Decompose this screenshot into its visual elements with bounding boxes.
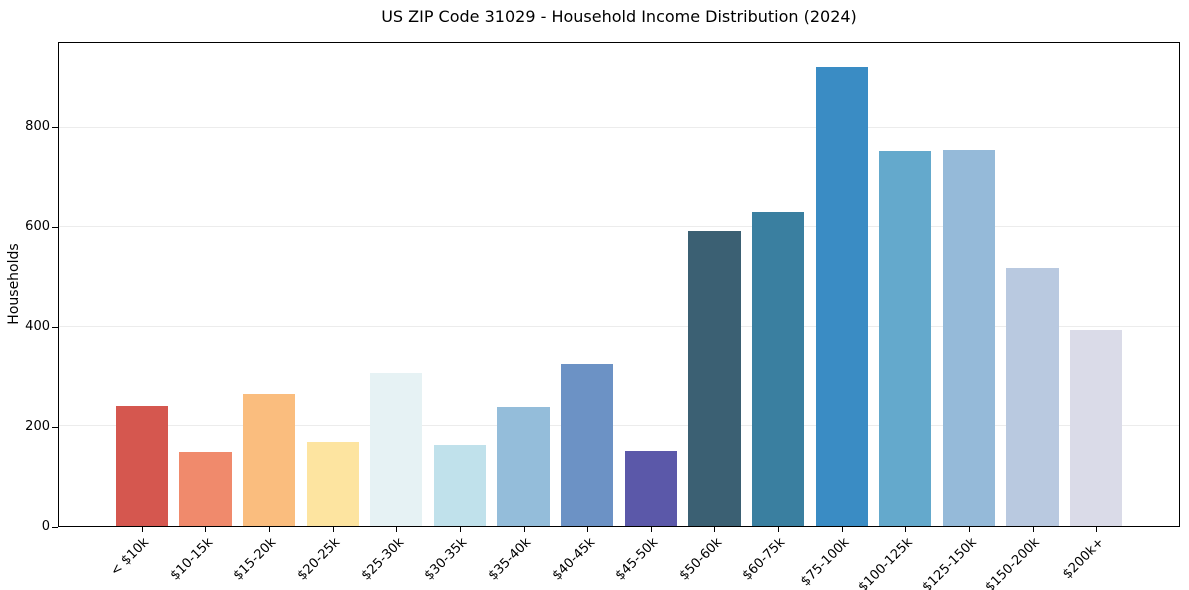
x-tick-mark [714, 527, 716, 532]
y-tick-label: 600 [25, 219, 50, 234]
x-tick-mark [905, 527, 907, 532]
y-tick-label: 800 [25, 119, 50, 134]
bar-group: $25-30k [358, 43, 429, 583]
x-tick-label: $50-60k [676, 535, 726, 584]
bar [815, 66, 868, 526]
x-tick-mark [778, 527, 780, 532]
gridline [59, 226, 1179, 228]
gridline [59, 325, 1179, 327]
y-tick-label: 0 [41, 519, 50, 534]
bar-group: $100-125k [856, 43, 938, 590]
x-tick-label: $15-20k [231, 535, 280, 584]
x-tick-label: $100-125k [855, 535, 916, 590]
x-tick-mark [523, 527, 525, 532]
bar-group: $75-100k [798, 43, 874, 589]
x-tick-label: $125-150k [919, 535, 980, 590]
x-tick-label: $25-30k [358, 535, 407, 584]
x-tick-mark [269, 527, 271, 532]
x-tick-label: $60-75k [740, 535, 789, 584]
y-tick-mark [52, 126, 58, 128]
x-tick-label: $40-45k [549, 535, 598, 584]
y-tick-mark [52, 426, 58, 428]
bar [879, 151, 932, 526]
x-tick-mark [841, 527, 843, 532]
bar-group: $35-40k [486, 43, 556, 583]
bar [1006, 268, 1059, 526]
bar-group: $50-60k [677, 43, 747, 583]
x-tick-label: < $10k [108, 535, 153, 580]
x-tick-mark [587, 527, 589, 532]
bar-group: $45-50k [613, 43, 683, 583]
bar [688, 231, 741, 526]
bar [1070, 329, 1123, 526]
bar-group: $125-150k [919, 43, 1001, 590]
x-tick-mark [650, 527, 652, 532]
x-tick-label: $45-50k [612, 535, 662, 584]
bar [306, 441, 359, 526]
bar-group: $10-15k [168, 43, 238, 583]
bar [624, 450, 677, 526]
x-tick-mark [459, 527, 461, 532]
bar [751, 211, 805, 526]
bar [497, 406, 550, 526]
y-axis-label: Households [6, 243, 22, 325]
bar [370, 372, 423, 526]
bar-group: < $10k [108, 43, 174, 579]
plot-area: < $10k $10-15k $15-20k $20-25k $25-30k $30-35… [58, 42, 1180, 590]
x-tick-mark [205, 527, 207, 532]
y-tick-mark [52, 326, 58, 328]
x-tick-label: $10-15k [167, 535, 217, 584]
x-tick-label: $20-25k [294, 535, 344, 584]
x-tick-mark [332, 527, 334, 532]
bars-layer: < $10k $10-15k $15-20k $20-25k $25-30k $30-35… [108, 43, 1128, 590]
bar-group: $30-35k [422, 43, 492, 583]
y-tick-mark [52, 526, 58, 528]
bar-group: $15-20k [231, 43, 301, 583]
x-tick-label: $200k+ [1059, 535, 1107, 583]
gridline [59, 425, 1179, 427]
x-tick-label: $75-100k [797, 535, 853, 590]
bar [433, 445, 487, 526]
bar-group: $40-45k [549, 43, 619, 583]
x-tick-mark [968, 527, 970, 532]
gridline [59, 126, 1179, 128]
x-tick-mark [396, 527, 398, 532]
bar [242, 394, 296, 526]
x-tick-label: $35-40k [485, 535, 535, 584]
bar-group: $60-75k [740, 43, 810, 583]
x-tick-mark [1096, 527, 1098, 532]
bar [179, 452, 232, 526]
bar [561, 364, 614, 526]
x-tick-label: $30-35k [422, 535, 471, 584]
y-tick-label: 200 [25, 419, 50, 434]
x-tick-mark [1032, 527, 1034, 532]
y-tick-mark [52, 226, 58, 228]
y-tick-label: 400 [25, 319, 50, 334]
chart-title: US ZIP Code 31029 - Household Income Dis… [381, 7, 857, 26]
bar [115, 406, 168, 526]
bar [942, 149, 996, 526]
bar-group: $200k+ [1060, 43, 1128, 582]
bar-group: $20-25k [295, 43, 365, 583]
bar-group: $150-200k [983, 43, 1065, 590]
x-tick-label: $150-200k [982, 535, 1044, 590]
x-tick-mark [141, 527, 143, 532]
